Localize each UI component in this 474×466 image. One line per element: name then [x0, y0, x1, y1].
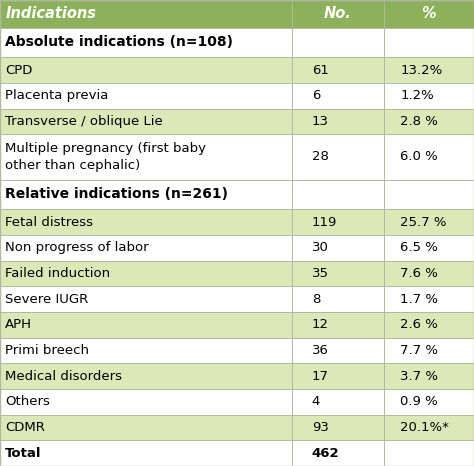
Bar [0, 134, 474, 180]
Text: 12: 12 [312, 318, 329, 331]
Text: 93: 93 [312, 421, 329, 434]
Text: 3.7 %: 3.7 % [400, 370, 438, 383]
Bar [0, 440, 474, 466]
Bar [0, 27, 474, 57]
Text: CDMR: CDMR [5, 421, 45, 434]
Text: 35: 35 [312, 267, 329, 280]
Text: Relative indications (n=261): Relative indications (n=261) [5, 187, 228, 201]
Text: Non progress of labor: Non progress of labor [5, 241, 149, 254]
Text: 30: 30 [312, 241, 329, 254]
Text: Severe IUGR: Severe IUGR [5, 293, 88, 306]
Bar [0, 0, 474, 27]
Text: 4: 4 [312, 395, 320, 408]
Text: Others: Others [5, 395, 50, 408]
Text: Total: Total [5, 447, 42, 459]
Text: 1.2%: 1.2% [400, 89, 434, 102]
Text: Medical disorders: Medical disorders [5, 370, 122, 383]
Text: APH: APH [5, 318, 32, 331]
Text: 462: 462 [312, 447, 339, 459]
Bar [0, 83, 474, 109]
Text: 28: 28 [312, 151, 329, 164]
Text: Absolute indications (n=108): Absolute indications (n=108) [5, 35, 233, 49]
Bar [0, 260, 474, 286]
Text: 8: 8 [312, 293, 320, 306]
Text: 7.6 %: 7.6 % [400, 267, 438, 280]
Text: 6.5 %: 6.5 % [400, 241, 438, 254]
Bar [0, 209, 474, 235]
Text: 25.7 %: 25.7 % [400, 216, 447, 229]
Text: 20.1%*: 20.1%* [400, 421, 449, 434]
Bar [0, 286, 474, 312]
Text: CPD: CPD [5, 63, 32, 76]
Text: 13.2%: 13.2% [400, 63, 442, 76]
Text: 2.6 %: 2.6 % [400, 318, 438, 331]
Text: Primi breech: Primi breech [5, 344, 89, 357]
Bar [0, 235, 474, 260]
Text: Placenta previa: Placenta previa [5, 89, 109, 102]
Bar [0, 180, 474, 209]
Text: Transverse / oblique Lie: Transverse / oblique Lie [5, 115, 163, 128]
Bar [0, 109, 474, 134]
Text: 61: 61 [312, 63, 329, 76]
Bar [0, 338, 474, 363]
Bar [0, 312, 474, 338]
Text: 7.7 %: 7.7 % [400, 344, 438, 357]
Text: No.: No. [324, 7, 352, 21]
Text: 17: 17 [312, 370, 329, 383]
Text: Failed induction: Failed induction [5, 267, 110, 280]
Text: 2.8 %: 2.8 % [400, 115, 438, 128]
Text: 0.9 %: 0.9 % [400, 395, 438, 408]
Text: Indications: Indications [6, 7, 97, 21]
Bar [0, 415, 474, 440]
Text: 6.0 %: 6.0 % [400, 151, 438, 164]
Bar [0, 57, 474, 83]
Text: 36: 36 [312, 344, 329, 357]
Text: Fetal distress: Fetal distress [5, 216, 93, 229]
Bar [0, 363, 474, 389]
Bar [0, 389, 474, 415]
Text: 13: 13 [312, 115, 329, 128]
Text: 1.7 %: 1.7 % [400, 293, 438, 306]
Text: 119: 119 [312, 216, 337, 229]
Text: 6: 6 [312, 89, 320, 102]
Text: Multiple pregnancy (first baby
other than cephalic): Multiple pregnancy (first baby other tha… [5, 142, 206, 172]
Text: %: % [422, 7, 436, 21]
